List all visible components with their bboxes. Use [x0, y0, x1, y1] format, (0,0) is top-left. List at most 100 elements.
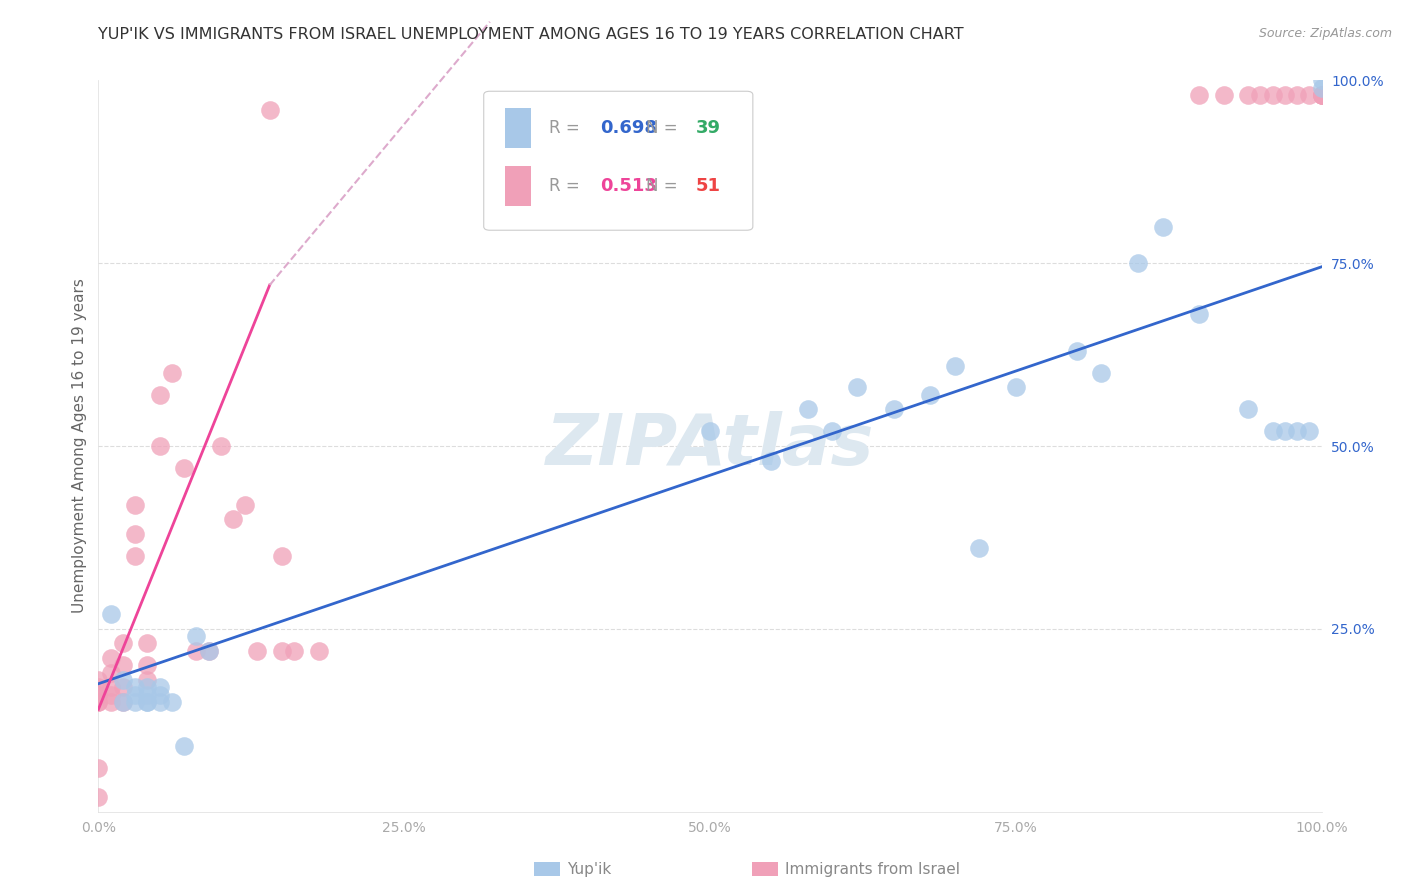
Point — [100, 651, 122, 665]
Point — [222, 512, 245, 526]
Point — [1249, 87, 1271, 102]
Point — [149, 688, 172, 702]
Point — [1188, 307, 1211, 321]
Point — [920, 388, 942, 402]
Point — [87, 688, 110, 702]
Point — [100, 688, 122, 702]
Point — [1310, 80, 1333, 95]
Point — [100, 607, 122, 622]
Point — [283, 644, 305, 658]
Point — [124, 695, 146, 709]
Point — [87, 695, 110, 709]
Point — [1212, 87, 1234, 102]
Point — [111, 673, 134, 687]
Point — [1128, 256, 1150, 270]
Point — [87, 695, 110, 709]
Point — [111, 681, 134, 695]
Point — [160, 695, 183, 709]
Point — [1274, 425, 1296, 439]
Point — [87, 681, 110, 695]
Bar — [505, 166, 531, 206]
Point — [967, 541, 990, 556]
FancyBboxPatch shape — [484, 91, 752, 230]
Text: 0.698: 0.698 — [600, 119, 657, 136]
Point — [1310, 87, 1333, 102]
Point — [87, 688, 110, 702]
Point — [124, 681, 146, 695]
Point — [173, 739, 195, 753]
Point — [136, 695, 159, 709]
Point — [1310, 87, 1333, 102]
Text: 39: 39 — [696, 119, 720, 136]
Point — [1274, 87, 1296, 102]
Point — [1310, 73, 1333, 87]
Point — [160, 366, 183, 380]
Point — [246, 644, 269, 658]
Point — [111, 658, 134, 673]
Text: Source: ZipAtlas.com: Source: ZipAtlas.com — [1258, 27, 1392, 40]
Point — [111, 695, 134, 709]
Point — [149, 681, 172, 695]
Point — [1090, 366, 1112, 380]
Point — [186, 629, 208, 643]
Text: N =: N = — [647, 178, 683, 195]
Point — [111, 695, 134, 709]
Point — [699, 425, 721, 439]
Point — [1004, 380, 1026, 394]
Text: Immigrants from Israel: Immigrants from Israel — [785, 863, 959, 877]
Point — [270, 644, 294, 658]
Text: R =: R = — [548, 178, 585, 195]
Point — [124, 526, 146, 541]
Point — [136, 658, 159, 673]
Point — [1261, 425, 1284, 439]
Point — [186, 644, 208, 658]
Point — [136, 636, 159, 650]
Point — [136, 673, 159, 687]
Point — [1298, 87, 1320, 102]
Point — [124, 549, 146, 563]
Point — [233, 498, 256, 512]
Point — [1286, 425, 1309, 439]
Point — [197, 644, 219, 658]
Point — [136, 688, 159, 702]
Point — [1152, 219, 1174, 234]
Point — [883, 402, 905, 417]
Point — [821, 425, 844, 439]
Point — [797, 402, 820, 417]
Point — [1188, 87, 1211, 102]
Point — [308, 644, 330, 658]
Point — [1310, 87, 1333, 102]
Point — [111, 636, 134, 650]
Point — [87, 790, 110, 805]
Point — [100, 665, 122, 680]
Text: 51: 51 — [696, 178, 720, 195]
Point — [100, 681, 122, 695]
Point — [149, 695, 172, 709]
Point — [1310, 87, 1333, 102]
Point — [149, 388, 172, 402]
Point — [761, 453, 783, 467]
Point — [845, 380, 868, 394]
Y-axis label: Unemployment Among Ages 16 to 19 years: Unemployment Among Ages 16 to 19 years — [72, 278, 87, 614]
Point — [87, 761, 110, 775]
Point — [943, 359, 966, 373]
Text: N =: N = — [647, 119, 683, 136]
Point — [1237, 402, 1260, 417]
Text: YUP'IK VS IMMIGRANTS FROM ISRAEL UNEMPLOYMENT AMONG AGES 16 TO 19 YEARS CORRELAT: YUP'IK VS IMMIGRANTS FROM ISRAEL UNEMPLO… — [98, 27, 965, 42]
Text: Yup'ik: Yup'ik — [567, 863, 610, 877]
Point — [124, 688, 146, 702]
Point — [136, 695, 159, 709]
Point — [259, 103, 281, 117]
Point — [1261, 87, 1284, 102]
Text: R =: R = — [548, 119, 585, 136]
Point — [124, 498, 146, 512]
Text: 0.513: 0.513 — [600, 178, 657, 195]
Point — [209, 439, 232, 453]
Point — [87, 673, 110, 687]
Point — [100, 695, 122, 709]
Point — [1286, 87, 1309, 102]
Point — [149, 439, 172, 453]
Point — [1298, 425, 1320, 439]
Text: ZIPAtlas: ZIPAtlas — [546, 411, 875, 481]
Point — [173, 461, 195, 475]
